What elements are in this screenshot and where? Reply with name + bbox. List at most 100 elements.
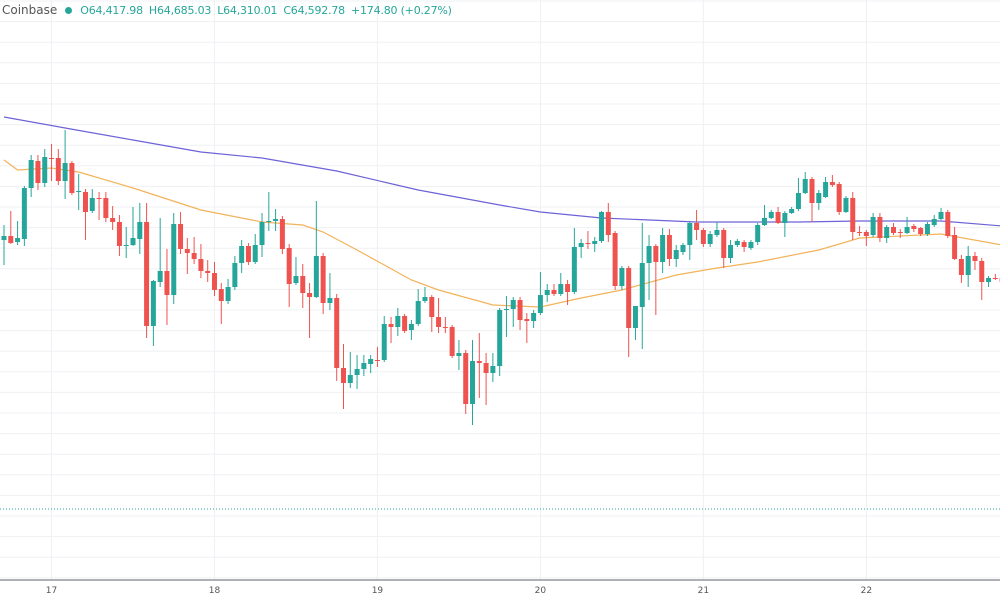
candle-body — [605, 212, 611, 235]
candle-up — [225, 279, 231, 304]
x-tick-label: 20 — [534, 586, 547, 596]
candle-body — [687, 223, 693, 245]
candle-body — [653, 246, 659, 262]
candle-down — [551, 284, 557, 296]
candle-body — [300, 276, 306, 293]
candle-body — [313, 256, 319, 297]
candle-body — [924, 224, 930, 234]
candle-down — [374, 347, 380, 367]
candle-body — [497, 310, 503, 366]
candle-body — [184, 249, 190, 253]
candle-down — [829, 175, 835, 187]
candle-body — [354, 369, 360, 375]
candle-body — [96, 198, 102, 199]
candle-body — [436, 317, 442, 327]
x-tick-label: 18 — [208, 586, 221, 596]
candle-down — [952, 227, 958, 260]
candle-up — [157, 218, 163, 287]
candle-down — [442, 317, 448, 333]
candle-up — [938, 208, 944, 220]
candle-body — [789, 209, 795, 213]
candle-down — [483, 353, 489, 405]
candle-up — [599, 211, 605, 243]
candle-body — [619, 268, 625, 286]
candle-up — [327, 273, 333, 310]
candle-down — [918, 227, 924, 236]
candle-body — [49, 158, 55, 159]
candle-body — [307, 293, 313, 297]
candle-down — [890, 223, 896, 235]
moving-average-ma_long — [3, 116, 1000, 227]
candle-body — [15, 238, 21, 242]
candle-down — [320, 253, 326, 314]
candle-body — [395, 316, 401, 327]
candle-up — [537, 272, 543, 315]
candle-body — [829, 182, 835, 185]
candle-body — [157, 271, 163, 282]
candle-body — [890, 227, 896, 233]
candle-up — [823, 177, 829, 198]
open-value: O64,417.98 — [80, 3, 143, 17]
candle-body — [178, 224, 184, 249]
candle-up — [578, 239, 584, 258]
candle-body — [55, 158, 61, 181]
candle-down — [307, 283, 313, 338]
candle-down — [850, 192, 856, 240]
candle-up — [266, 192, 272, 231]
candle-up — [728, 240, 734, 263]
candle-down — [178, 212, 184, 254]
candle-body — [422, 297, 428, 301]
candle-body — [463, 353, 469, 404]
candle-up — [347, 352, 353, 388]
candle-up — [239, 240, 245, 273]
candle-body — [218, 289, 224, 301]
x-tick-label: 19 — [371, 586, 384, 596]
candle-down — [279, 216, 285, 254]
candle-body — [259, 222, 265, 245]
candle-up — [381, 316, 387, 362]
candle-body — [544, 290, 550, 295]
candle-body — [877, 217, 883, 238]
candle-body — [952, 235, 958, 259]
candle-up — [137, 203, 143, 254]
candle-down — [436, 298, 442, 333]
x-tick-label: 22 — [860, 586, 873, 596]
candle-body — [171, 224, 177, 295]
candle-body — [35, 161, 41, 183]
candle-down — [605, 203, 611, 242]
candle-body — [551, 290, 557, 294]
candle-body — [110, 218, 116, 222]
candle-down — [585, 231, 591, 249]
candle-down — [116, 215, 122, 256]
candle-down — [205, 260, 211, 282]
candle-down — [972, 252, 978, 270]
candle-body — [748, 242, 754, 248]
candle-up — [592, 237, 598, 252]
candle-down — [863, 230, 869, 246]
candle-body — [986, 278, 992, 282]
candle-body — [565, 284, 571, 292]
candle-down — [110, 206, 116, 230]
candle-body — [979, 261, 985, 282]
change-value: +174.80 (+0.27%) — [350, 3, 452, 17]
candle-body — [164, 271, 170, 295]
candle-up — [415, 289, 421, 326]
status-dot-icon — [65, 6, 73, 14]
candle-body — [334, 298, 340, 368]
candle-down — [653, 244, 659, 315]
candle-body — [897, 232, 903, 233]
candle-body — [816, 193, 822, 203]
candle-body — [510, 300, 516, 309]
candle-down — [69, 161, 75, 195]
candle-body — [700, 230, 706, 244]
candle-down — [429, 295, 435, 332]
candle-body — [239, 246, 245, 263]
candle-up — [395, 308, 401, 336]
candle-body — [585, 243, 591, 244]
candle-body — [368, 359, 374, 364]
candle-body — [632, 306, 638, 328]
candle-up — [259, 213, 265, 257]
candle-body — [843, 198, 849, 212]
candle-body — [402, 316, 408, 331]
